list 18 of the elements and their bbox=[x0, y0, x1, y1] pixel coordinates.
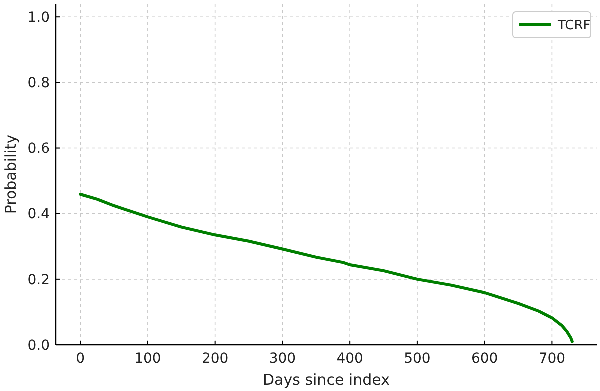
y-axis-title: Probability bbox=[2, 134, 20, 214]
line-series bbox=[79, 193, 574, 344]
x-tick-label: 200 bbox=[202, 351, 229, 367]
y-tick-label: 0.2 bbox=[28, 272, 50, 288]
x-tick-label: 600 bbox=[471, 351, 498, 367]
y-tick-label: 0.8 bbox=[28, 76, 50, 92]
x-tick-label: 300 bbox=[269, 351, 296, 367]
legend-label: TCRF bbox=[557, 18, 591, 34]
x-tick-label: 700 bbox=[538, 351, 566, 367]
y-tick-label: 0.4 bbox=[28, 206, 50, 223]
x-tick-label: 0 bbox=[76, 351, 86, 367]
y-tick-label: 0.6 bbox=[28, 141, 50, 158]
x-tick-label: 100 bbox=[134, 351, 162, 367]
x-axis-title: Days since index bbox=[263, 371, 390, 389]
y-tick-label: 1.0 bbox=[28, 10, 50, 26]
x-tick-label: 400 bbox=[336, 351, 364, 367]
y-tick-label: 0.0 bbox=[28, 338, 50, 354]
x-tick-label: 500 bbox=[404, 351, 431, 367]
